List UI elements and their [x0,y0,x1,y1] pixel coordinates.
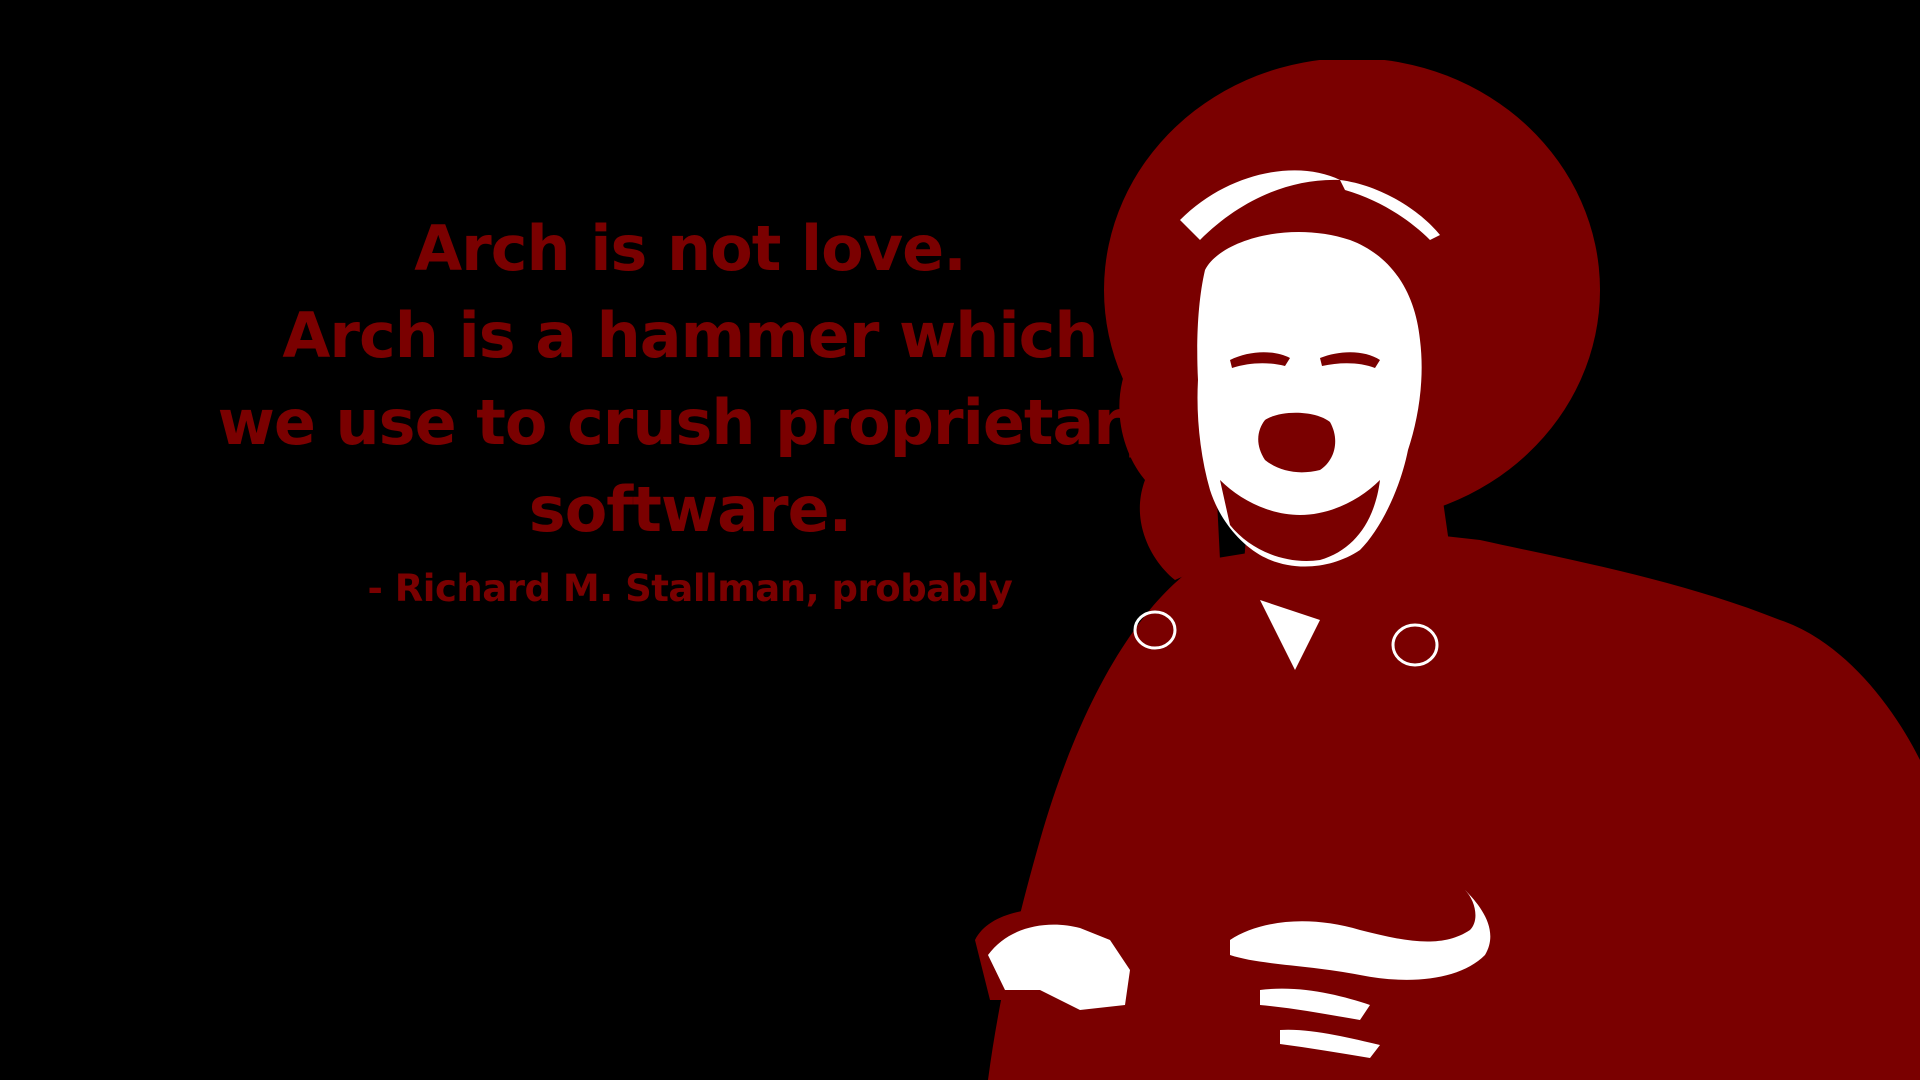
quote-attribution: - Richard M. Stallman, probably [367,567,1013,610]
face-features [1220,352,1380,561]
stallman-portrait [975,60,1920,1080]
quote-line-1: Arch is not love. [414,212,967,285]
quote-line-3: we use to crush proprietary [217,386,1164,459]
quote-line-4: software. [528,473,852,546]
portrait-highlights [988,170,1491,1058]
quote-block: Arch is not love. Arch is a hammer which… [180,205,1200,611]
portrait-silhouette [975,60,1920,1080]
quote-line-2: Arch is a hammer which [282,299,1098,372]
